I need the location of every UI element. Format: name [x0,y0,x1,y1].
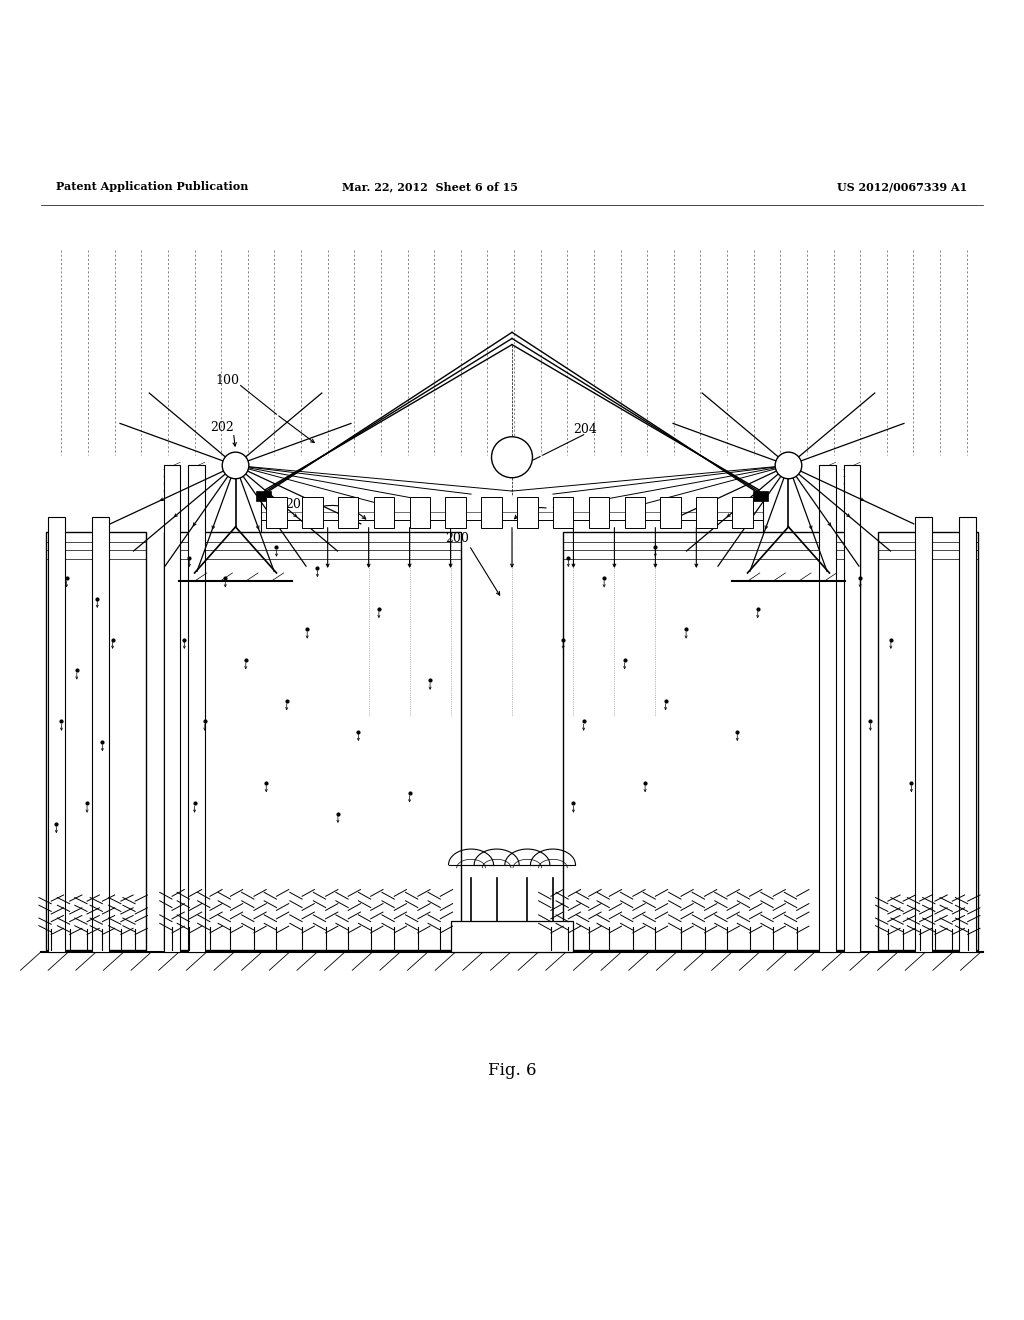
Bar [915,516,932,952]
Bar [302,498,323,528]
Bar [48,516,65,952]
Bar [696,498,717,528]
Text: 202: 202 [210,421,233,434]
Bar [589,498,609,528]
Bar [338,498,358,528]
FancyArrowPatch shape [515,508,546,519]
Bar [844,466,860,952]
Bar [445,498,466,528]
Text: 204: 204 [573,422,597,436]
Bar [410,498,430,528]
Bar [451,921,573,952]
Text: Mar. 22, 2012  Sheet 6 of 15: Mar. 22, 2012 Sheet 6 of 15 [342,181,518,193]
Bar [553,498,573,528]
Bar [732,498,753,528]
Text: Fig. 6: Fig. 6 [487,1061,537,1078]
FancyArrowPatch shape [316,506,366,519]
Text: 201: 201 [551,499,574,511]
Bar [878,532,978,950]
Bar [266,498,287,528]
Bar [188,466,205,952]
Bar [164,532,461,950]
Circle shape [492,437,532,478]
Text: 200: 200 [445,532,469,545]
Bar [819,466,836,952]
Text: US 2012/0067339 A1: US 2012/0067339 A1 [838,181,968,193]
Text: 100: 100 [215,374,239,387]
Bar [164,466,180,952]
Circle shape [775,453,802,479]
Bar [517,498,538,528]
Bar [959,516,976,952]
Bar [92,516,109,952]
Circle shape [222,453,249,479]
Bar [563,532,860,950]
Bar [374,498,394,528]
Bar [660,498,681,528]
Text: Patent Application Publication: Patent Application Publication [56,181,249,193]
Bar [481,498,502,528]
Bar [256,491,271,502]
Bar [46,532,146,950]
Text: 201: 201 [286,499,309,511]
Bar [625,498,645,528]
Bar [753,491,768,502]
